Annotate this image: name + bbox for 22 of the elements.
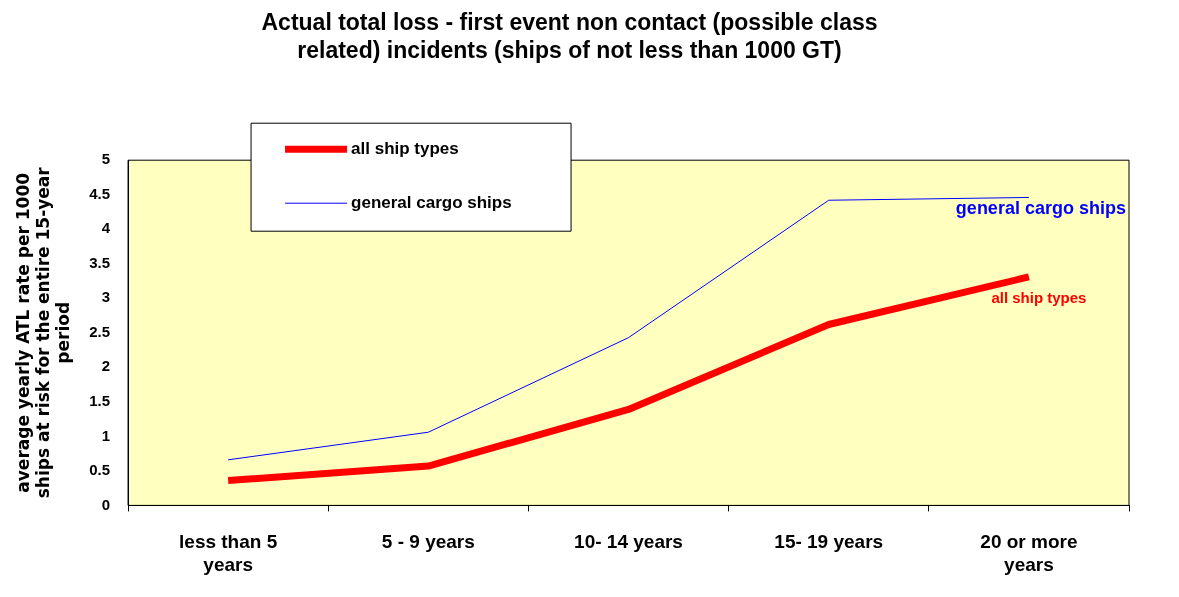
- y-tick-label: 0.5: [89, 461, 111, 479]
- x-tick-label: 20 or more years: [980, 531, 1078, 575]
- y-tick-label: 2: [101, 357, 111, 375]
- annotation: all ship types: [991, 289, 1087, 307]
- x-tick-label: 15- 19 years: [774, 531, 884, 553]
- y-tick-label: 4.5: [89, 184, 111, 202]
- x-tick-label: less than 5 years: [179, 531, 278, 575]
- y-tick-label: 4: [101, 219, 111, 237]
- legend-label: all ship types: [351, 138, 459, 158]
- legend-label: general cargo ships: [351, 192, 512, 212]
- y-axis-title: average yearly ATL rate per 1000 ships at risk for the entire 15-year period: [12, 166, 74, 499]
- y-tick-label: 5: [101, 150, 111, 168]
- chart-title: Actual total loss - first event non contact (possible class related) incidents (ships of not less than 1000 GT): [261, 9, 878, 63]
- y-tick-label: 1: [101, 426, 111, 444]
- y-tick-label: 1.5: [89, 391, 111, 409]
- x-tick-label: 5 - 9 years: [381, 531, 475, 553]
- y-tick-label: 3: [101, 288, 111, 306]
- y-tick-label: 2.5: [89, 322, 111, 340]
- annotation: general cargo ships: [955, 198, 1126, 219]
- y-tick-label: 0: [101, 495, 111, 513]
- x-tick-label: 10- 14 years: [574, 531, 683, 553]
- y-tick-label: 3.5: [89, 253, 111, 271]
